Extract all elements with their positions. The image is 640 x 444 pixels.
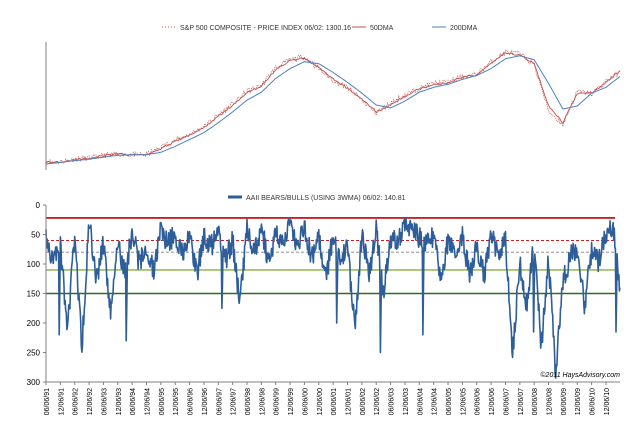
x-tick-label-36: 06/06/09 (561, 388, 568, 415)
bottom-series-group (45, 217, 621, 379)
x-tick-label-19: 12/06/00 (317, 388, 324, 415)
x-tick-label-0: 06/06/91 (44, 388, 51, 415)
x-tick-label-17: 12/06/99 (288, 388, 295, 415)
x-tick-label-27: 12/06/04 (432, 388, 439, 415)
y-tick-label-3: 150 (27, 290, 41, 299)
legend-label-2: 200DMA (450, 25, 478, 32)
legend-label-1: 50DMA (370, 25, 394, 32)
x-tick-label-28: 06/06/05 (446, 388, 453, 415)
x-tick-label-10: 06/06/96 (188, 388, 195, 415)
x-tick-label-39: 12/06/10 (604, 388, 611, 415)
y-tick-label-0: 0 (36, 201, 41, 210)
legend-label-aaii: AAII BEARS/BULLS (USING 3WMA) 06/02: 140… (246, 195, 406, 202)
x-tick-label-33: 12/06/07 (518, 388, 525, 415)
aaii-ratio-line (45, 217, 621, 379)
x-tick-label-8: 06/06/95 (159, 388, 166, 415)
top-legend: S&P 500 COMPOSITE - PRICE INDEX 06/02: 1… (162, 25, 478, 32)
x-tick-label-9: 12/06/95 (173, 388, 180, 415)
x-tick-label-13: 12/06/97 (231, 388, 238, 415)
sp500-price-line (45, 49, 620, 166)
legend-label-0: S&P 500 COMPOSITE - PRICE INDEX 06/02: 1… (180, 25, 351, 32)
x-tick-label-32: 06/06/07 (503, 388, 510, 415)
x-tick-label-22: 06/06/02 (360, 388, 367, 415)
y-tick-label-1: 50 (31, 231, 40, 240)
x-tick-label-1: 12/06/91 (58, 388, 65, 415)
x-tick-label-31: 12/06/06 (489, 388, 496, 415)
x-tick-label-38: 06/06/10 (590, 388, 597, 415)
x-tick-label-6: 06/06/94 (130, 388, 137, 415)
y-tick-label-5: 250 (27, 349, 41, 358)
bottom-legend: AAII BEARS/BULLS (USING 3WMA) 06/02: 140… (228, 195, 406, 202)
dma50-line (45, 52, 621, 164)
x-tick-label-18: 06/06/00 (302, 388, 309, 415)
x-tick-label-26: 06/06/04 (417, 388, 424, 415)
x-tick-label-2: 06/06/92 (73, 388, 80, 415)
x-tick-label-7: 12/06/94 (145, 388, 152, 415)
top-series-group (45, 49, 621, 166)
x-tick-label-30: 06/06/06 (475, 388, 482, 415)
y-tick-label-2: 100 (27, 260, 41, 269)
x-tick-label-23: 12/06/02 (374, 388, 381, 415)
x-tick-label-29: 12/06/05 (460, 388, 467, 415)
dma200-line (45, 55, 621, 165)
y-tick-label-4: 200 (27, 319, 41, 328)
x-tick-label-20: 06/06/01 (331, 388, 338, 415)
x-tick-label-5: 12/06/93 (116, 388, 123, 415)
x-tick-label-35: 12/06/08 (547, 388, 554, 415)
x-tick-label-12: 06/06/97 (216, 388, 223, 415)
copyright-annotation: ©2011 HaysAdvisory.com (540, 371, 620, 379)
x-tick-label-15: 12/06/98 (259, 388, 266, 415)
x-tick-label-14: 06/06/98 (245, 388, 252, 415)
x-tick-label-4: 06/06/93 (101, 388, 108, 415)
x-tick-label-21: 12/06/01 (346, 388, 353, 415)
aaii-panel: AAII BEARS/BULLS (USING 3WMA) 06/02: 140… (27, 195, 621, 415)
y-tick-label-6: 300 (27, 378, 41, 387)
x-tick-label-16: 06/06/99 (274, 388, 281, 415)
x-tick-label-37: 12/06/09 (575, 388, 582, 415)
x-tick-label-34: 06/06/08 (532, 388, 539, 415)
sp500-panel: S&P 500 COMPOSITE - PRICE INDEX 06/02: 1… (45, 25, 621, 170)
x-tick-label-3: 12/06/92 (87, 388, 94, 415)
x-tick-label-11: 12/06/96 (202, 388, 209, 415)
x-tick-label-25: 12/06/03 (403, 388, 410, 415)
x-tick-label-24: 06/06/03 (389, 388, 396, 415)
